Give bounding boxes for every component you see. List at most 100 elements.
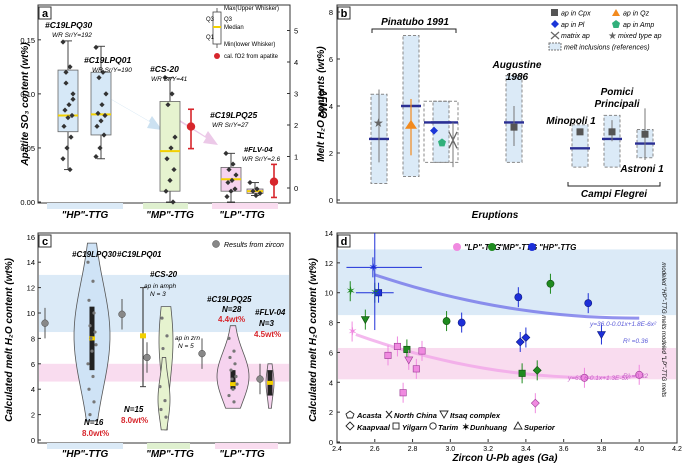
- panel-c-label-2: #C19LPQ01: [117, 250, 162, 259]
- panel-c-group-hp: "HP"-TTG: [62, 449, 109, 460]
- violin-point: [232, 349, 236, 353]
- box-point: [247, 179, 253, 186]
- panel-c-n-4: N=28: [222, 305, 242, 314]
- violin-point: [165, 334, 169, 338]
- box-point: [162, 75, 168, 81]
- box-point: [170, 199, 176, 205]
- violin-point: [91, 374, 95, 379]
- panel-a-group-mp: "MP"-TTG: [146, 210, 194, 221]
- box-point: [97, 145, 103, 151]
- panel-c-note-n5: N = 5: [178, 343, 194, 350]
- panel-d-r2-lp: R² =0.32: [623, 373, 648, 380]
- fit-curve-lp: [355, 333, 640, 380]
- violin-c19lpq25: [216, 325, 250, 409]
- box-point: [67, 64, 73, 70]
- y-tick-label: 12: [325, 259, 333, 268]
- y-tick-label: 12: [27, 284, 35, 293]
- panel-d-plot: 2.4 2.6 2.8 3.0 3.2 3.4 3.6 3.8 4.0 4.2 0 2 4 6 8 10 12 1…: [325, 229, 682, 453]
- data-point: ✶: [348, 325, 358, 339]
- hp-band: [338, 249, 676, 316]
- legend-qz: ap in Qz: [623, 11, 650, 18]
- y-tick-label: 2: [329, 408, 333, 417]
- panel-c-group-mp: "MP"-TTG: [146, 449, 194, 460]
- data-point: [457, 318, 466, 327]
- violin-point: [163, 399, 167, 403]
- box-point: [250, 188, 256, 194]
- pl-amp-range: [423, 100, 459, 163]
- dunhuang-icon: ✶: [462, 422, 470, 432]
- y-tick-label: 0.05: [20, 144, 35, 153]
- marker-square: [641, 130, 649, 138]
- data-point: [418, 347, 426, 355]
- legend-max: Max(Upper Whisker): [224, 6, 279, 12]
- violin-point: [90, 349, 94, 353]
- panel-d-eq-hp: y=36.0-0.01x+1.8E-6x²: [589, 321, 657, 328]
- box-point: [68, 134, 74, 140]
- kaapvaal-icon: [345, 421, 355, 431]
- panel-a-sr-2: WR Sr/Y=190: [92, 67, 132, 74]
- marker-star: ★: [373, 116, 384, 130]
- yilgarn-icon: [392, 422, 400, 430]
- legend-matrix-icon: [550, 31, 560, 40]
- panel-d-ylabel: Calculated melt H₂O content (wt%): [308, 257, 319, 421]
- panel-c-label-1: #C19LPQ30: [72, 250, 117, 259]
- fo2-point: [269, 177, 279, 186]
- x-tick-label: 3.2: [483, 446, 493, 453]
- box-point: [62, 107, 68, 113]
- panel-b-campi-bracket: [567, 182, 661, 187]
- violin-point: [160, 316, 164, 320]
- box-point: [254, 186, 260, 192]
- panel-a-sample-3: #CS-20: [150, 64, 179, 74]
- violin-point: [92, 400, 96, 404]
- violin-point: [232, 400, 236, 404]
- legend-q3: Q3: [206, 17, 215, 23]
- y2-tick-label: 3: [294, 90, 298, 99]
- legend-itsaq: Itsaq complex: [450, 411, 501, 420]
- panel-a: a 0.00 0.05 0.10 0.15 0 1 2 3 4 5 Apatite SO₃ con…: [20, 4, 328, 221]
- violin-point: [161, 346, 165, 351]
- data-point: [635, 370, 644, 379]
- zircon-point: [143, 353, 151, 362]
- data-point: ✶: [346, 284, 356, 298]
- panel-a-sr-1: WR Sr/Y=192: [52, 32, 92, 39]
- legend-north-china: North China: [394, 411, 437, 420]
- box-point: [95, 110, 101, 116]
- y-tick-label: 4: [31, 385, 35, 394]
- legend-dunhuang: Dunhuang: [470, 423, 507, 432]
- panel-a-plot: 0.00 0.05 0.10 0.15 0 1 2 3 4 5: [20, 27, 298, 209]
- panel-c-group-lp: "LP"-TTG: [219, 449, 265, 460]
- fo2-point: [186, 122, 196, 131]
- panel-a-letter: a: [42, 8, 49, 20]
- y-tick-label: 16: [27, 233, 35, 242]
- panel-a-sr-4: WR Sr/Y=27: [212, 122, 249, 129]
- y-tick-label: 14: [27, 258, 35, 267]
- panel-b-pomici: Pomici: [601, 87, 634, 98]
- panel-d-eq-lp: y=63.6-0.1x+1.3E-5x²: [567, 375, 631, 382]
- box-point: [233, 172, 239, 178]
- panel-d-band-hp: modeled "HP"-TTG melts: [660, 262, 666, 329]
- y-tick-label: 14: [325, 229, 333, 238]
- box-point: [229, 177, 235, 183]
- data-point: [404, 356, 414, 365]
- y2-tick-label: 5: [294, 27, 298, 36]
- y2-tick-label: 4: [294, 58, 298, 67]
- y-tick-label: 0: [31, 436, 35, 445]
- box-point: [102, 112, 108, 119]
- legend-cpx: ap in Cpx: [561, 11, 591, 18]
- data-point: [532, 365, 542, 375]
- violin-point: [228, 355, 232, 360]
- box-point: [168, 145, 174, 151]
- box-point: [93, 44, 99, 50]
- box-point: [64, 145, 70, 151]
- y-tick-label: 0: [329, 196, 333, 205]
- panel-c: 0 2 4 6 8 10 12 14 16 c Calculated melt H₂O cont…: [4, 232, 291, 460]
- panel-b-pinatubo-bracket: [371, 28, 457, 33]
- box-point: [171, 166, 177, 173]
- panel-a-sr-3: WR Sr/Y=41: [151, 76, 188, 83]
- violin-point: [94, 343, 98, 347]
- panel-c-note-amph: ap in amph: [144, 283, 177, 290]
- violin-point: [227, 393, 231, 398]
- box-point: [230, 161, 236, 167]
- box-point: [253, 192, 259, 199]
- box-point: [169, 91, 175, 97]
